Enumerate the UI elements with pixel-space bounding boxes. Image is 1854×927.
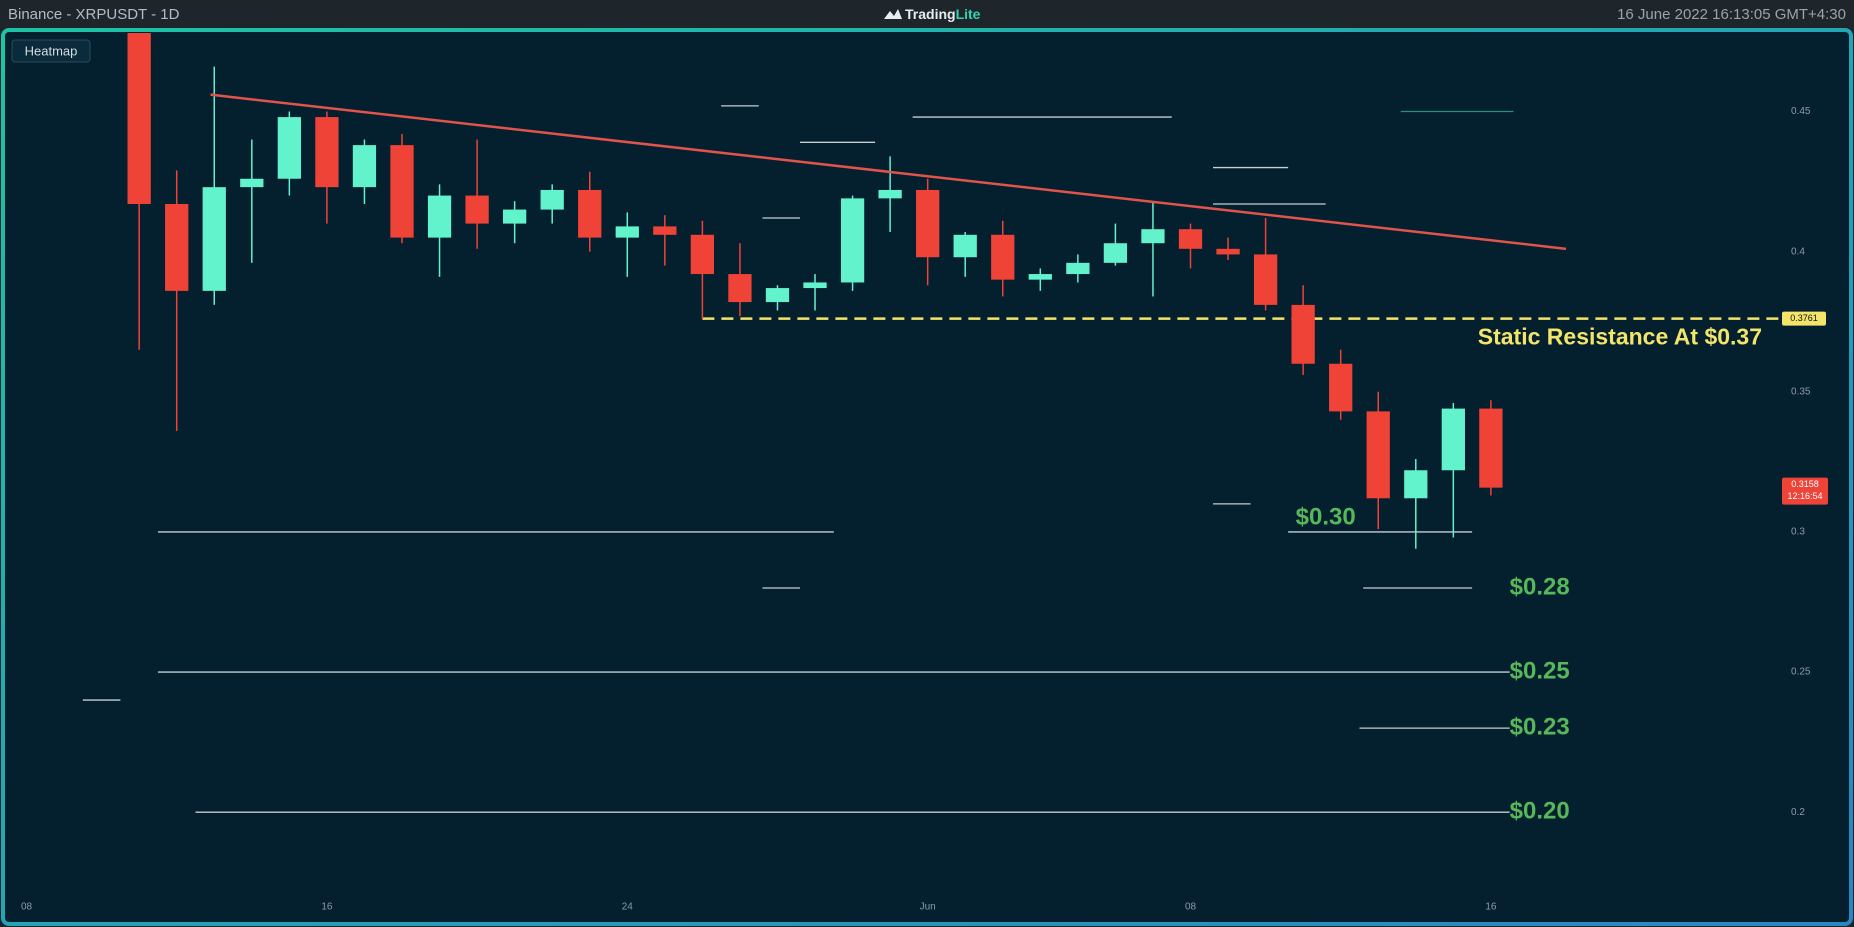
support-label: $0.25 — [1510, 657, 1570, 684]
x-tick-label: 16 — [321, 902, 333, 913]
resistance-tag — [1782, 311, 1826, 326]
x-tick-label: 08 — [21, 902, 33, 913]
logo: TradingLite — [884, 6, 981, 22]
candle-body — [503, 209, 527, 224]
y-tick-label: 0.35 — [1791, 386, 1811, 397]
y-tick-label: 0.2 — [1791, 807, 1805, 818]
overlay: 0.2 0.25 0.3 0.35 0.4 0.45 08 16 24 Jun 08 16 Static… — [21, 106, 1828, 913]
heatmap-button[interactable]: Heatmap — [11, 39, 91, 63]
candle-body — [1103, 243, 1128, 263]
candle-body — [840, 198, 865, 283]
candle-body — [352, 145, 377, 188]
y-tick-label: 0.45 — [1791, 106, 1811, 117]
candle-body — [240, 178, 264, 188]
candle-body — [728, 274, 752, 303]
candle-body — [1404, 470, 1428, 499]
candle-body — [465, 195, 489, 224]
candle-body — [916, 189, 940, 258]
top-bar — [0, 0, 1854, 28]
candle-body — [1329, 363, 1353, 412]
x-tick-label: 16 — [1485, 902, 1497, 913]
candle-body — [953, 234, 977, 258]
candle-body — [277, 117, 301, 179]
support-label: $0.23 — [1510, 713, 1570, 740]
symbol: Binance - XRPUSDT - 1D — [8, 6, 180, 23]
chart-panel — [1, 28, 1853, 926]
candle-body — [991, 234, 1015, 280]
candle-body — [202, 187, 226, 291]
candle-body — [1028, 274, 1052, 280]
candle-body — [1216, 248, 1240, 255]
resistance-tag-label: 0.3761 — [1790, 313, 1818, 323]
logo-text: TradingLite — [905, 6, 981, 22]
y-tick-label: 0.3 — [1791, 527, 1805, 538]
candle-body — [1066, 262, 1090, 275]
logo-accent: Lite — [956, 6, 981, 22]
y-tick-label: 0.25 — [1791, 667, 1811, 678]
timestamp: 16 June 2022 16:13:05 GMT+4:30 — [1617, 6, 1846, 23]
price-tag-label: 0.3158 — [1791, 479, 1819, 489]
candle-body — [1291, 304, 1315, 364]
resistance-label: Static Resistance At $0.37 — [1478, 324, 1762, 350]
logo-main: Trading — [905, 6, 956, 22]
candle-body — [615, 226, 639, 238]
y-tick-label: 0.4 — [1791, 246, 1805, 257]
candle-body — [578, 189, 602, 238]
candle-body — [1441, 408, 1465, 471]
plot-area — [82, 33, 1780, 813]
support-label: $0.30 — [1296, 503, 1356, 530]
candle-body — [427, 195, 452, 238]
button-label[interactable]: Heatmap — [25, 43, 78, 58]
price-tag — [1782, 477, 1828, 505]
x-tick-label: 08 — [1185, 902, 1197, 913]
candle-body — [540, 189, 564, 210]
x-tick-label: Jun — [920, 902, 936, 913]
candle-body — [165, 203, 189, 291]
candle-body — [127, 33, 151, 204]
countdown: 12:16:54 — [1787, 491, 1822, 501]
candle-body — [690, 234, 715, 275]
candle-body — [1141, 229, 1165, 244]
support-label: $0.20 — [1510, 798, 1570, 825]
button-bg[interactable] — [11, 39, 91, 63]
candle-body — [390, 145, 414, 238]
trend-line — [210, 93, 1567, 251]
candle-body — [1366, 411, 1390, 499]
candle-body — [315, 117, 339, 188]
candle-body — [803, 282, 827, 289]
candle-body — [765, 288, 790, 303]
candle-body — [653, 226, 677, 235]
candle-body — [1178, 229, 1203, 249]
candle-body — [1253, 254, 1278, 305]
support-label: $0.28 — [1510, 573, 1570, 600]
x-tick-label: 24 — [622, 902, 634, 913]
candle-body — [878, 189, 902, 199]
candle-body — [1479, 408, 1503, 488]
logo-icon — [884, 9, 902, 19]
